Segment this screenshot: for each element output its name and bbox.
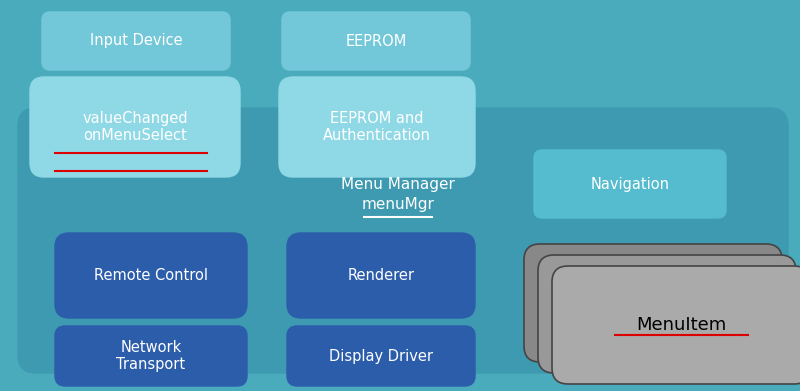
Text: MenuItem: MenuItem xyxy=(636,316,726,334)
Text: Display Driver: Display Driver xyxy=(329,348,433,364)
Text: Renderer: Renderer xyxy=(347,268,414,283)
Text: EEPROM: EEPROM xyxy=(346,34,406,48)
FancyBboxPatch shape xyxy=(279,77,475,177)
FancyBboxPatch shape xyxy=(30,77,240,177)
FancyBboxPatch shape xyxy=(42,12,230,70)
Text: menuMgr: menuMgr xyxy=(362,197,434,212)
Text: Navigation: Navigation xyxy=(590,176,670,192)
FancyBboxPatch shape xyxy=(552,266,800,384)
FancyBboxPatch shape xyxy=(538,255,796,373)
FancyBboxPatch shape xyxy=(55,233,247,318)
FancyBboxPatch shape xyxy=(287,326,475,386)
Text: EEPROM and
Authentication: EEPROM and Authentication xyxy=(323,111,431,143)
Text: Remote Control: Remote Control xyxy=(94,268,208,283)
FancyBboxPatch shape xyxy=(287,233,475,318)
FancyBboxPatch shape xyxy=(18,108,788,373)
Text: Menu Manager: Menu Manager xyxy=(341,178,455,192)
Text: valueChanged
onMenuSelect: valueChanged onMenuSelect xyxy=(82,111,188,143)
FancyBboxPatch shape xyxy=(534,150,726,218)
FancyBboxPatch shape xyxy=(282,12,470,70)
FancyBboxPatch shape xyxy=(524,244,782,362)
Text: Input Device: Input Device xyxy=(90,34,182,48)
FancyBboxPatch shape xyxy=(55,326,247,386)
Text: Network
Transport: Network Transport xyxy=(117,340,186,372)
